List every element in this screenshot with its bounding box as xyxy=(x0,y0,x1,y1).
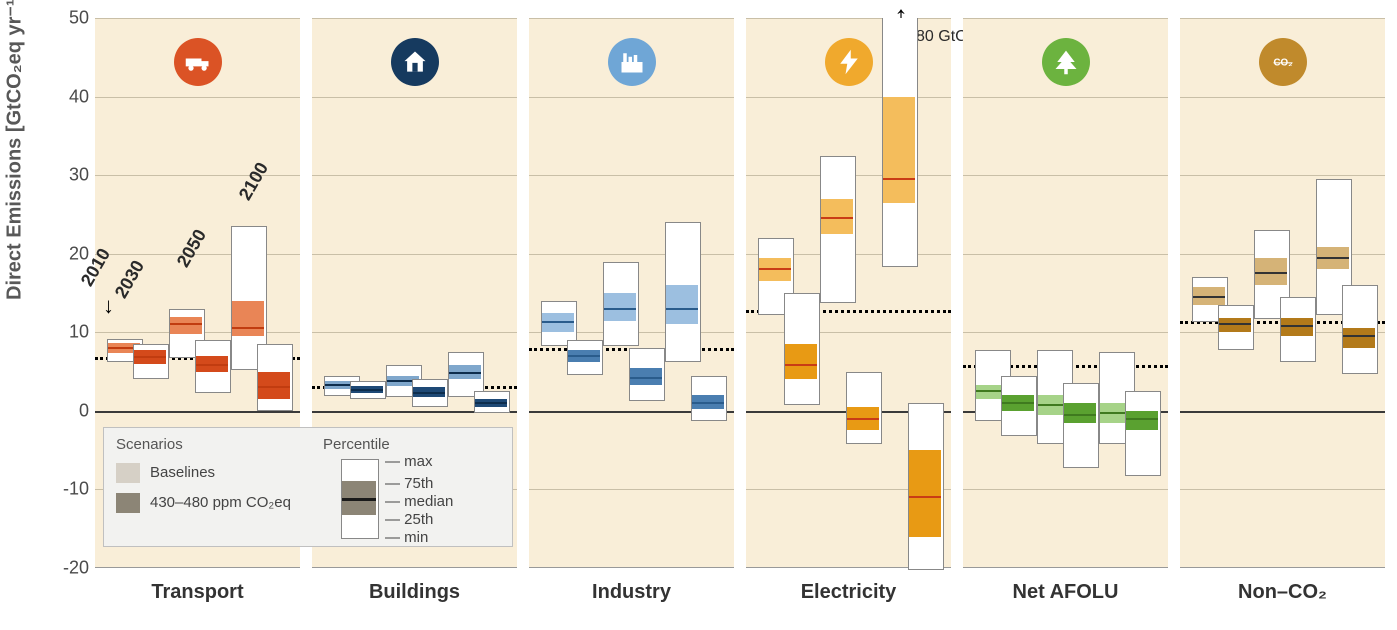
y-tick-label: 40 xyxy=(69,86,89,107)
panel-non-co-: CO₂Non–CO₂ xyxy=(1180,18,1385,568)
boxplot-median xyxy=(351,389,383,391)
boxplot-median xyxy=(759,268,791,270)
boxplot-median xyxy=(821,217,853,219)
boxplot-median xyxy=(1343,335,1375,337)
boxplot-iqr xyxy=(1343,328,1375,348)
y-axis-label: Direct Emissions [GtCO₂eq yr⁻¹] xyxy=(2,0,27,300)
legend-swatch-mitigation xyxy=(116,493,140,513)
legend-title-percentile: Percentile xyxy=(323,436,500,453)
boxplot-median xyxy=(568,355,600,357)
factory-icon xyxy=(608,38,656,86)
boxplot-iqr xyxy=(909,450,941,536)
y-tick-label: -20 xyxy=(63,558,89,579)
y-tick-label: -10 xyxy=(63,479,89,500)
panel-industry: Industry xyxy=(529,18,734,568)
sector-label: Buildings xyxy=(312,581,517,604)
boxplot-median xyxy=(604,308,636,310)
boxplot-median xyxy=(785,364,817,366)
boxplot-median xyxy=(449,372,481,374)
sector-label: Industry xyxy=(529,581,734,604)
bolt-icon xyxy=(825,38,873,86)
boxplot-median xyxy=(630,377,662,379)
boxplot-median xyxy=(883,178,915,180)
y-tick-label: 50 xyxy=(69,8,89,29)
boxplot-median xyxy=(413,392,445,394)
boxplot-median xyxy=(134,356,166,358)
boxplot-median xyxy=(909,496,941,498)
legend-label-mitigation: 430–480 ppm CO₂eq xyxy=(150,494,291,511)
boxplot-iqr xyxy=(1126,411,1158,431)
boxplot-iqr xyxy=(232,301,264,336)
panel-net-afolu: Net AFOLU xyxy=(963,18,1168,568)
boxplot-median xyxy=(1002,402,1034,404)
svg-text:CO₂: CO₂ xyxy=(1273,58,1292,69)
boxplot-median xyxy=(170,323,202,325)
boxplot-median xyxy=(1281,325,1313,327)
house-icon xyxy=(391,38,439,86)
truck-icon xyxy=(174,38,222,86)
panel-electricity: Electricity↑80 GtCO₂ yr⁻¹ xyxy=(746,18,951,568)
y-tick-label: 20 xyxy=(69,243,89,264)
sector-label: Non–CO₂ xyxy=(1180,581,1385,604)
boxplot-median xyxy=(475,402,507,404)
boxplot-median xyxy=(232,327,264,329)
boxplot-iqr xyxy=(785,344,817,379)
legend-label-baselines: Baselines xyxy=(150,464,215,481)
legend: Scenarios Baselines 430–480 ppm CO₂eq Pe… xyxy=(103,427,513,547)
boxplot-iqr xyxy=(1281,318,1313,336)
boxplot-iqr xyxy=(666,285,698,324)
boxplot-median xyxy=(666,308,698,310)
boxplot-median xyxy=(1317,257,1349,259)
sector-label: Net AFOLU xyxy=(963,581,1168,604)
boxplot-median xyxy=(847,418,879,420)
boxplot-median xyxy=(1064,414,1096,416)
plot-area: Transport2010↓203020502100BuildingsIndus… xyxy=(95,18,1385,568)
boxplot-median xyxy=(196,364,228,366)
legend-swatch-baselines xyxy=(116,463,140,483)
tree-icon xyxy=(1042,38,1090,86)
boxplot-median xyxy=(542,321,574,323)
boxplot-median xyxy=(1193,296,1225,298)
boxplot-median xyxy=(258,386,290,388)
y-tick-label: 30 xyxy=(69,165,89,186)
legend-title-scenarios: Scenarios xyxy=(116,436,293,453)
boxplot-median xyxy=(692,402,724,404)
boxplot-median xyxy=(1255,272,1287,274)
chart-root: Direct Emissions [GtCO₂eq yr⁻¹] Transpor… xyxy=(0,0,1397,630)
boxplot-whisker xyxy=(1063,383,1099,468)
legend-box-median xyxy=(342,498,376,501)
sector-label: Electricity xyxy=(746,581,951,604)
boxplot-median xyxy=(1126,418,1158,420)
y-tick-label: 0 xyxy=(79,400,89,421)
boxplot-iqr xyxy=(883,97,915,203)
sector-label: Transport xyxy=(95,581,300,604)
co2-icon: CO₂ xyxy=(1259,38,1307,86)
boxplot-whisker xyxy=(1125,391,1161,476)
y-tick-label: 10 xyxy=(69,322,89,343)
boxplot-median xyxy=(1219,323,1251,325)
